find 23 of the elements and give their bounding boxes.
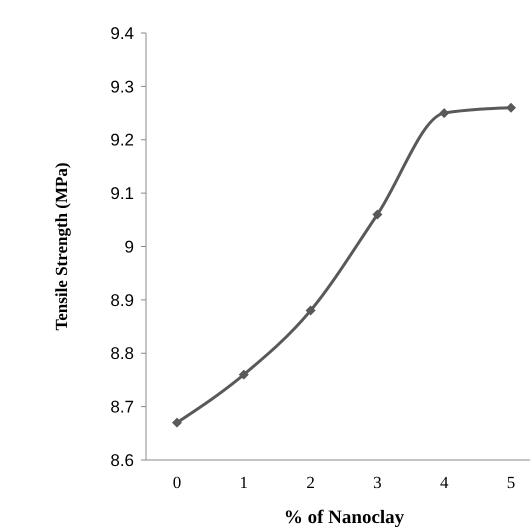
x-tick-label: 0 [172,473,182,492]
y-tick-label: 8.6 [110,450,134,470]
y-tick-label: 9.3 [110,77,134,96]
point [238,370,249,380]
y-axis-title: Tensile Strength (MPa) [52,162,71,331]
y-tick-label: 9.4 [110,24,134,43]
point [372,209,382,220]
x-axis-title: % of Nanoclay [284,507,405,527]
y-tick-label: 8.7 [110,398,134,417]
y-tick-label: 9 [124,237,134,256]
x-tick-label: 3 [373,473,382,492]
x-tick-label: 1 [240,473,248,492]
y-tick-label: 9.2 [110,130,134,150]
point [306,306,316,316]
x-tick-label: 4 [440,473,449,492]
point [506,102,516,113]
x-tick-label: 5 [506,473,516,492]
point [439,108,450,118]
x-tick-label: 2 [306,473,315,492]
y-tick-label: 8.8 [110,344,134,364]
y-tick-label: 9.1 [110,184,134,204]
point [172,418,182,428]
y-tick-label: 8.9 [110,290,134,310]
